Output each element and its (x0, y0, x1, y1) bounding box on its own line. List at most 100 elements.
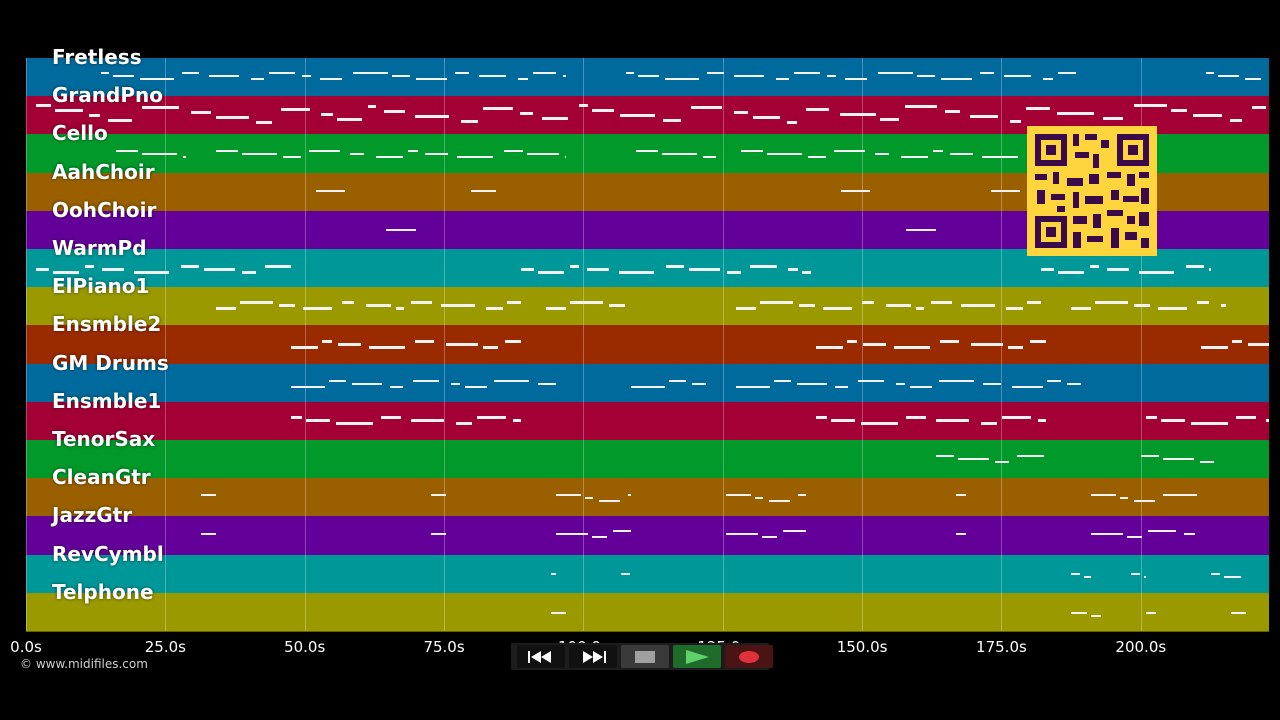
track-label: Ensmble1 (52, 388, 162, 413)
note-mark (513, 418, 521, 422)
note-mark (352, 382, 382, 385)
grid-line (862, 58, 864, 631)
fast-forward-button[interactable] (569, 645, 617, 668)
note-mark (494, 379, 529, 382)
note-mark (689, 268, 720, 271)
note-mark (931, 301, 952, 305)
note-mark (376, 156, 403, 159)
note-mark (916, 307, 924, 311)
note-mark (1206, 72, 1214, 74)
note-mark (1041, 268, 1054, 271)
note-mark (638, 75, 659, 77)
note-mark (242, 271, 256, 274)
grid-line (26, 58, 27, 631)
note-mark (216, 150, 238, 153)
note-mark (181, 265, 199, 268)
note-mark (981, 421, 997, 425)
note-mark (794, 72, 820, 74)
note-mark (945, 110, 960, 114)
note-mark (1252, 106, 1266, 110)
note-mark (201, 494, 216, 497)
note-mark (910, 385, 932, 388)
note-mark (592, 536, 607, 539)
track-label: ElPiano1 (52, 274, 150, 299)
track-lane (26, 58, 1269, 98)
note-mark (329, 379, 346, 382)
track-label: Telphone (52, 579, 154, 604)
note-mark (113, 75, 134, 77)
note-mark (1200, 461, 1214, 463)
note-mark (1084, 575, 1091, 578)
time-tick-label: 175.0s (976, 638, 1027, 656)
note-mark (956, 494, 966, 497)
note-mark (1146, 415, 1157, 419)
play-button[interactable] (673, 645, 721, 668)
note-mark (628, 494, 631, 497)
note-mark (102, 268, 124, 271)
note-mark (342, 301, 354, 305)
note-mark (116, 150, 138, 153)
note-mark (886, 304, 911, 308)
note-mark (774, 379, 791, 382)
note-mark (823, 307, 852, 311)
note-mark (183, 156, 186, 159)
note-mark (518, 78, 528, 80)
note-mark (538, 271, 564, 274)
note-mark (760, 301, 793, 305)
note-mark (1171, 109, 1187, 113)
note-mark (216, 307, 236, 311)
note-mark (755, 497, 763, 500)
note-mark (769, 500, 790, 503)
note-mark (1090, 265, 1099, 268)
note-mark (556, 533, 588, 536)
note-mark (521, 268, 534, 271)
note-mark (808, 156, 826, 159)
time-tick-label: 75.0s (423, 638, 465, 656)
note-mark (1071, 611, 1087, 614)
note-mark (1058, 271, 1084, 274)
note-mark (108, 119, 132, 123)
note-mark (1211, 572, 1220, 575)
track-label: TenorSax (52, 427, 156, 451)
note-mark (542, 117, 568, 121)
note-mark (727, 271, 741, 274)
note-mark (461, 120, 478, 124)
note-mark (337, 118, 362, 122)
note-mark (1091, 494, 1116, 497)
note-mark (1146, 611, 1156, 614)
note-mark (570, 301, 603, 305)
note-mark (834, 150, 865, 153)
note-mark (1197, 301, 1209, 305)
note-mark (662, 153, 697, 156)
note-mark (338, 343, 361, 347)
record-icon (739, 650, 759, 663)
note-mark (416, 78, 447, 80)
note-mark (431, 494, 446, 497)
note-mark (956, 533, 966, 536)
note-mark (350, 153, 364, 156)
note-mark (991, 189, 1020, 192)
note-mark (527, 153, 559, 156)
note-mark (816, 415, 827, 419)
note-mark (863, 343, 886, 347)
note-mark (806, 108, 829, 112)
note-mark (1141, 455, 1159, 457)
transport-controls (511, 643, 773, 670)
time-tick-label: 0.0s (10, 638, 42, 656)
track-label: AahChoir (52, 159, 155, 184)
note-mark (504, 150, 523, 153)
note-mark (862, 301, 874, 305)
rewind-button[interactable] (517, 645, 565, 668)
note-mark (982, 156, 1018, 159)
note-mark (1095, 301, 1128, 305)
note-mark (216, 116, 249, 120)
note-mark (1158, 307, 1187, 311)
note-mark (726, 494, 751, 497)
note-mark (457, 156, 493, 159)
note-mark (1043, 78, 1053, 80)
note-mark (465, 385, 487, 388)
note-mark (1120, 497, 1128, 500)
note-mark (408, 150, 418, 153)
record-button[interactable] (725, 645, 773, 668)
stop-button[interactable] (621, 645, 669, 668)
